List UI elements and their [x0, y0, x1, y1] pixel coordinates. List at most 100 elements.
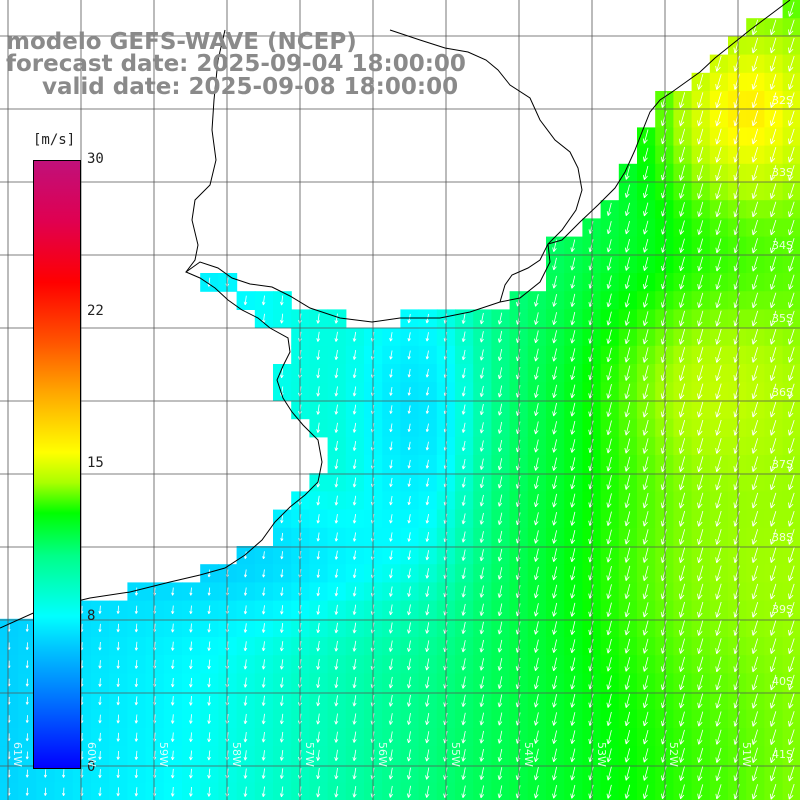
wind-arrow: [425, 694, 430, 707]
wind-arrow: [642, 275, 649, 290]
wind-arrow: [352, 459, 357, 470]
wind-arrow: [389, 423, 393, 433]
wind-arrow: [461, 621, 466, 635]
wind-arrow: [769, 747, 777, 764]
wind-arrow: [624, 529, 631, 545]
wind-arrow: [534, 421, 539, 435]
lon-label: 56W: [376, 742, 389, 767]
wind-arrow: [534, 494, 539, 508]
wind-arrow: [606, 365, 612, 381]
wind-arrow: [751, 74, 759, 90]
colorbar-tick-30: 30: [87, 151, 104, 167]
wind-arrow: [534, 785, 539, 799]
wind-arrow: [461, 349, 466, 361]
wind-arrow: [98, 605, 102, 614]
wind-arrow: [389, 586, 393, 597]
wind-arrow: [697, 220, 704, 235]
wind-arrow: [461, 495, 466, 506]
wind-arrow: [788, 547, 795, 563]
wind-arrow: [25, 642, 29, 650]
wind-arrow: [352, 749, 357, 762]
wind-arrow: [261, 623, 266, 633]
wind-arrow: [316, 532, 320, 542]
wind-arrow: [497, 385, 503, 398]
wind-arrow: [570, 548, 576, 563]
wind-arrow: [207, 605, 211, 615]
wind-arrow: [715, 310, 722, 327]
wind-arrow: [715, 146, 722, 163]
wind-arrow: [552, 294, 557, 307]
wind-arrow: [751, 747, 758, 764]
lon-label: 51W: [740, 742, 753, 767]
wind-arrow: [497, 767, 503, 781]
wind-arrow: [279, 641, 284, 652]
wind-arrow: [407, 387, 411, 396]
wind-arrow: [679, 165, 685, 181]
wind-arrow: [43, 787, 47, 796]
wind-arrow: [769, 328, 777, 345]
wind-arrow: [334, 677, 339, 689]
wind-arrow: [389, 368, 393, 378]
wind-arrow: [134, 605, 138, 614]
wind-arrow: [788, 729, 795, 745]
wind-arrow: [116, 769, 120, 778]
wind-arrow: [207, 750, 211, 761]
wind-arrow: [570, 439, 576, 453]
wind-arrow: [606, 711, 612, 727]
wind-arrow: [316, 640, 321, 652]
wind-arrow: [679, 310, 685, 327]
wind-arrow: [98, 751, 102, 760]
wind-arrow: [570, 239, 576, 253]
wind-arrow: [497, 476, 503, 489]
wind-arrow: [642, 401, 649, 418]
wind-arrow: [461, 513, 466, 525]
wind-arrow: [606, 475, 612, 490]
wind-arrow: [679, 419, 686, 436]
wind-arrow: [624, 620, 631, 636]
wind-arrow: [334, 658, 339, 670]
wind-arrow: [570, 402, 576, 417]
wind-arrow: [479, 621, 485, 635]
wind-arrow: [697, 201, 704, 217]
wind-arrow: [189, 786, 193, 797]
wind-arrow: [25, 678, 29, 687]
wind-arrow: [207, 641, 211, 651]
wind-arrow: [407, 676, 412, 689]
wind-arrow: [552, 312, 557, 326]
wind-arrow: [751, 328, 759, 345]
wind-arrow: [679, 347, 686, 363]
wind-arrow: [751, 274, 758, 290]
wind-arrow: [461, 404, 466, 415]
wind-arrow: [406, 785, 412, 798]
wind-arrow: [316, 349, 321, 361]
wind-arrow: [606, 638, 612, 654]
wind-arrow: [334, 786, 339, 798]
wind-arrow: [769, 292, 777, 309]
wind-arrow: [588, 438, 594, 454]
wind-arrow: [642, 547, 649, 563]
wind-arrow: [769, 438, 777, 454]
wind-arrow: [715, 401, 722, 418]
wind-arrow: [624, 202, 630, 217]
wind-arrow: [624, 239, 630, 253]
wind-arrow: [697, 292, 704, 308]
wind-arrow: [697, 438, 704, 454]
wind-arrow: [461, 694, 466, 707]
wind-arrow: [389, 459, 393, 469]
wind-arrow: [606, 620, 612, 636]
wind-arrow: [606, 456, 612, 472]
wind-arrow: [461, 549, 466, 561]
wind-arrow: [697, 92, 704, 109]
wind-arrow: [316, 622, 321, 634]
wind-arrow: [243, 605, 248, 615]
wind-arrow: [769, 146, 777, 163]
wind-arrow: [552, 402, 557, 417]
wind-arrow: [751, 565, 759, 582]
wind-arrow: [697, 419, 704, 436]
wind-arrow: [588, 384, 594, 399]
wind-arrow: [679, 92, 686, 109]
wind-arrow: [461, 440, 466, 452]
wind-arrow: [316, 713, 321, 725]
wind-arrow: [643, 202, 649, 217]
wind-arrow: [606, 420, 612, 436]
